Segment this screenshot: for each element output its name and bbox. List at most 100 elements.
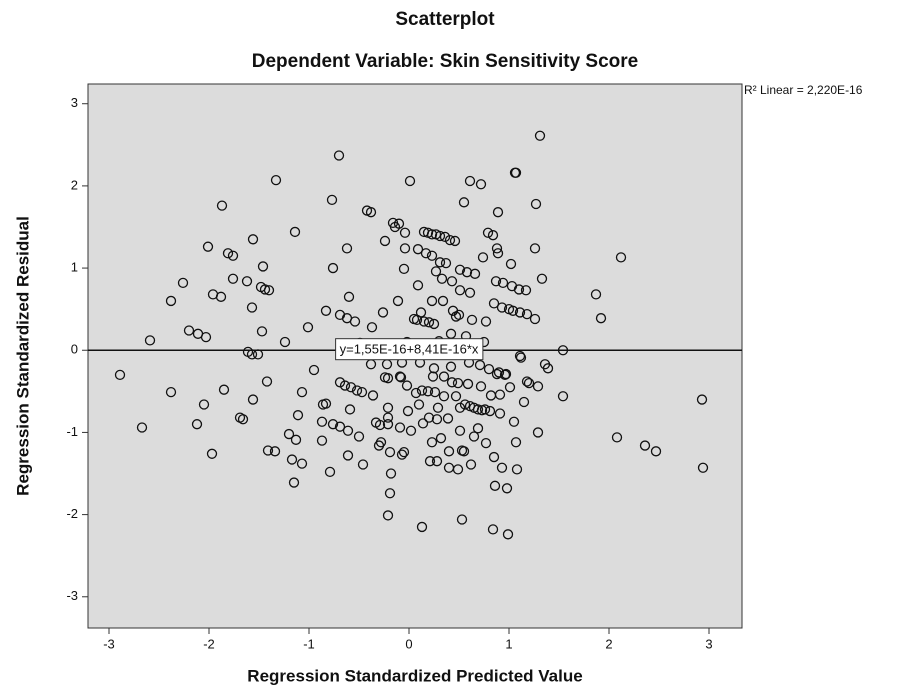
point xyxy=(444,234,456,246)
point xyxy=(218,384,230,395)
point xyxy=(615,252,627,263)
point xyxy=(416,521,428,533)
point xyxy=(510,167,522,178)
point xyxy=(399,243,411,254)
y-tick-label: 3 xyxy=(71,95,78,110)
point xyxy=(496,302,508,313)
point xyxy=(289,226,301,238)
point xyxy=(246,302,258,313)
point xyxy=(474,359,486,371)
point xyxy=(426,250,438,261)
point xyxy=(504,382,516,393)
point xyxy=(165,295,177,307)
point xyxy=(534,130,546,141)
point xyxy=(202,241,214,252)
point xyxy=(415,307,427,318)
point xyxy=(492,248,504,259)
y-tick-label: 1 xyxy=(71,260,78,275)
point xyxy=(464,287,476,298)
point xyxy=(479,404,491,415)
point xyxy=(292,410,304,421)
point xyxy=(483,363,495,375)
point xyxy=(404,175,416,187)
point xyxy=(487,524,499,535)
point xyxy=(206,448,218,459)
point xyxy=(480,316,492,327)
point xyxy=(393,218,405,229)
point xyxy=(469,268,481,279)
point xyxy=(327,262,339,274)
point xyxy=(542,363,554,374)
point xyxy=(459,399,471,410)
point xyxy=(532,427,544,438)
point xyxy=(379,235,391,247)
point xyxy=(405,425,417,436)
point xyxy=(398,446,410,458)
point xyxy=(222,248,234,259)
point xyxy=(382,419,394,430)
point xyxy=(472,404,484,415)
point xyxy=(475,381,487,392)
point xyxy=(475,179,487,190)
point xyxy=(484,405,496,417)
point xyxy=(215,291,227,302)
point xyxy=(413,399,425,410)
point xyxy=(374,419,386,431)
point xyxy=(290,434,302,445)
point xyxy=(482,227,494,238)
point xyxy=(440,257,452,269)
point xyxy=(443,446,455,457)
point xyxy=(450,391,462,402)
point xyxy=(418,316,430,327)
point xyxy=(488,298,500,309)
point xyxy=(345,382,357,393)
point xyxy=(449,235,461,247)
point xyxy=(114,369,126,381)
point xyxy=(507,305,519,316)
point xyxy=(452,377,464,389)
x-tick-label: 2 xyxy=(605,636,612,651)
x-tick-label: 3 xyxy=(705,636,712,651)
fit-label-box xyxy=(335,338,484,361)
chart-title: Scatterplot xyxy=(395,9,495,30)
point xyxy=(422,386,434,397)
point xyxy=(344,404,356,415)
point xyxy=(453,309,465,321)
point xyxy=(426,437,438,448)
point xyxy=(412,280,424,291)
point xyxy=(308,364,320,376)
point xyxy=(494,408,506,419)
point xyxy=(436,273,448,284)
point xyxy=(257,261,269,272)
point xyxy=(283,428,295,440)
point xyxy=(247,234,259,245)
point xyxy=(216,200,228,211)
y-tick-label: 2 xyxy=(71,177,78,192)
point xyxy=(183,325,195,336)
point xyxy=(394,371,406,382)
point xyxy=(198,399,210,410)
point xyxy=(237,414,249,425)
point xyxy=(426,229,438,240)
point xyxy=(465,459,477,470)
point xyxy=(557,391,569,402)
point xyxy=(428,363,440,374)
point xyxy=(334,421,346,432)
point xyxy=(327,419,339,430)
point xyxy=(288,477,300,488)
point xyxy=(446,377,458,388)
point xyxy=(458,446,470,457)
point xyxy=(191,419,203,430)
point xyxy=(302,322,314,333)
point xyxy=(508,416,520,427)
point xyxy=(472,423,484,434)
point xyxy=(417,418,429,429)
point xyxy=(402,405,414,417)
point xyxy=(398,263,410,275)
point xyxy=(316,416,328,427)
point xyxy=(480,437,492,449)
point xyxy=(136,422,148,433)
point xyxy=(296,458,308,469)
point xyxy=(424,456,436,467)
